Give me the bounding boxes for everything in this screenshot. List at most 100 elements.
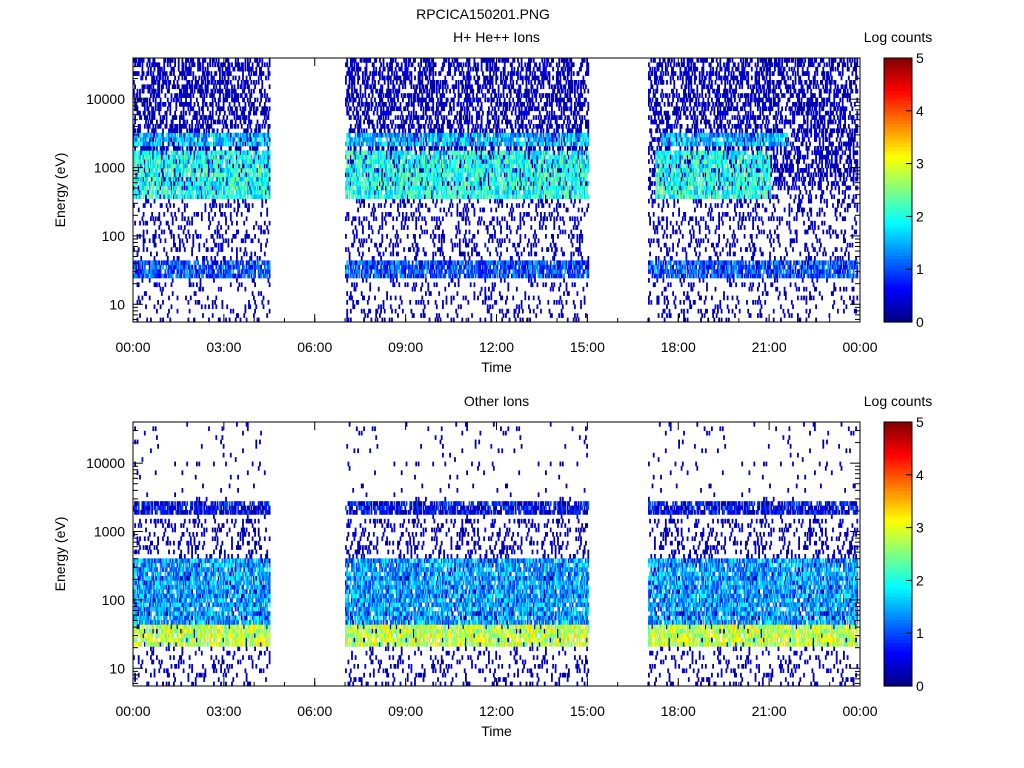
spectrogram-cell [376, 185, 379, 191]
spectrogram-cell [242, 198, 244, 204]
spectrogram-cell [153, 269, 156, 274]
spectrogram-cell [257, 176, 260, 182]
spectrogram-cell [139, 128, 141, 134]
spectrogram-cell [139, 220, 141, 226]
spectrogram-cell [380, 172, 382, 178]
spectrogram-cell [377, 132, 380, 138]
spectrogram-cell [395, 168, 398, 173]
spectrogram-cell [359, 203, 362, 208]
spectrogram-cell [359, 88, 362, 94]
spectrogram-cell [202, 132, 204, 138]
spectrogram-cell [265, 110, 267, 116]
spectrogram-cell [362, 185, 364, 191]
spectrogram-cell [262, 106, 265, 112]
spectrogram-cell [143, 137, 146, 142]
spectrogram-cell [265, 163, 267, 169]
spectrogram-cell [199, 141, 202, 147]
spectrogram-cell [240, 256, 243, 261]
spectrogram-cell [382, 75, 385, 81]
spectrogram-cell [366, 137, 369, 142]
spectrogram-cell [393, 84, 396, 90]
spectrogram-cell [159, 220, 162, 226]
spectrogram-cell [176, 256, 179, 261]
spectrogram-cell [411, 185, 414, 191]
spectrogram-cell [142, 58, 145, 63]
spectrogram-cell [222, 102, 225, 107]
spectrogram-cell [357, 75, 359, 81]
spectrogram-cell [256, 146, 259, 151]
spectrogram-cell [183, 71, 186, 76]
spectrogram-cell [346, 264, 349, 270]
spectrogram-cell [405, 75, 408, 81]
spectrogram-cell [357, 207, 359, 213]
spectrogram-cell [394, 172, 397, 178]
spectrogram-cell [146, 260, 149, 266]
spectrogram-cell [177, 181, 180, 186]
spectrogram-cell [376, 194, 379, 200]
spectrogram-cell [153, 88, 156, 94]
spectrogram-cell [200, 132, 203, 138]
spectrogram-cell [205, 102, 208, 107]
spectrogram-cell [428, 181, 431, 186]
spectrogram-cell [385, 159, 387, 164]
spectrogram-cell [154, 128, 157, 134]
spectrogram-cell [197, 150, 199, 156]
spectrogram-cell [146, 106, 149, 112]
spectrogram-cell [348, 97, 351, 103]
spectrogram-cell [261, 154, 264, 160]
spectrogram-cell [215, 168, 218, 173]
spectrogram-cell [399, 163, 402, 169]
spectrogram-cell [231, 62, 233, 68]
spectrogram-cell [259, 132, 261, 138]
spectrogram-cell [393, 269, 396, 274]
spectrogram-cell [194, 84, 197, 90]
spectrogram-cell [402, 150, 404, 156]
spectrogram-cell [192, 141, 195, 147]
spectrogram-cell [170, 93, 173, 98]
spectrogram-cell [370, 190, 373, 195]
spectrogram-cell [206, 190, 209, 195]
spectrogram-cell [399, 102, 402, 107]
spectrogram-cell [233, 273, 236, 279]
spectrogram-cell [237, 269, 239, 274]
spectrogram-cell [371, 181, 374, 186]
spectrogram-cell [360, 273, 363, 279]
spectrogram-cell [423, 66, 426, 72]
spectrogram-cell [399, 124, 402, 129]
spectrogram-cell [262, 260, 265, 266]
spectrogram-cell [267, 66, 270, 72]
spectrogram-cell [371, 159, 374, 164]
spectrogram-cell [177, 84, 180, 90]
spectrogram-cell [250, 172, 253, 178]
spectrogram-cell [187, 190, 190, 195]
spectrogram-cell [220, 106, 222, 112]
spectrogram-cell [217, 229, 220, 235]
spectrogram-cell [405, 66, 408, 72]
spectrogram-cell [358, 97, 361, 103]
spectrogram-cell [150, 132, 152, 138]
spectrogram-cell [242, 66, 244, 72]
spectrogram-cell [385, 150, 387, 156]
spectrogram-cell [411, 269, 414, 274]
spectrogram-cell [398, 66, 401, 72]
spectrogram-cell [368, 185, 370, 191]
spectrogram-cell [363, 273, 365, 279]
spectrogram-cell [214, 168, 216, 173]
spectrogram-cell [137, 264, 140, 270]
spectrogram-cell [431, 269, 433, 274]
spectrogram-cell [362, 80, 364, 85]
spectrogram-cell [400, 93, 403, 98]
spectrogram-cell [358, 102, 361, 107]
spectrogram-cell [194, 172, 197, 178]
spectrogram-cell [387, 176, 390, 182]
spectrogram-cell [211, 159, 214, 164]
spectrogram-cell [412, 282, 415, 288]
spectrogram-cell [351, 80, 353, 85]
spectrogram-cell [181, 62, 184, 68]
spectrogram-cell [208, 194, 210, 200]
spectrogram-cell [174, 115, 176, 120]
spectrogram-cell [368, 124, 370, 129]
spectrogram-cell [355, 260, 358, 266]
spectrogram-cell [362, 229, 364, 235]
spectrogram-cell [368, 194, 370, 200]
